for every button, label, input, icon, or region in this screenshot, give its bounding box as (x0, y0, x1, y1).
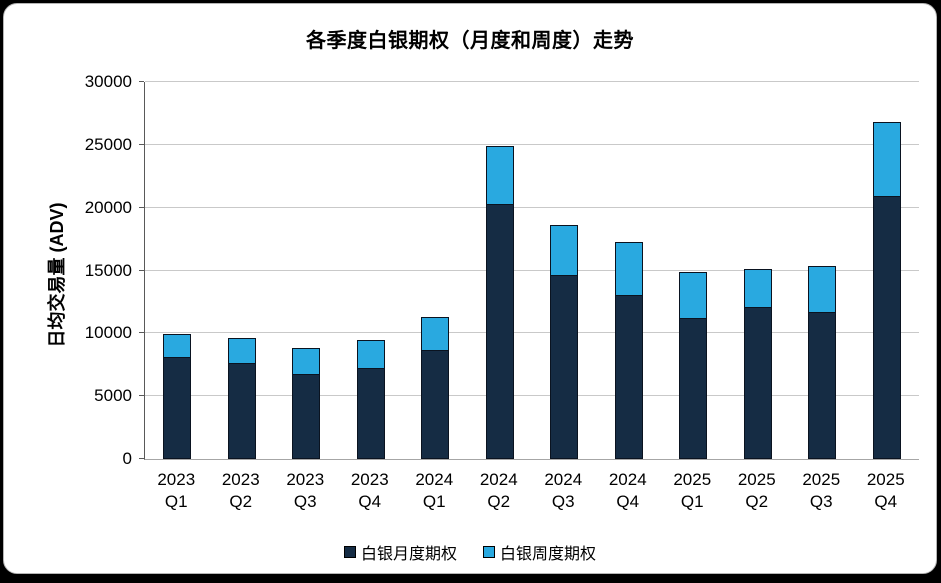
bar-segment-weekly (227, 338, 256, 363)
gridline-15000 (145, 269, 919, 271)
bar-2025-Q4 (855, 82, 920, 459)
bar-2023-Q4 (339, 82, 404, 459)
bar-segment-monthly (679, 318, 708, 459)
y-tick-label-0: 0 (122, 449, 132, 468)
x-axis-labels: 2023 Q1 2023 Q2 2023 Q3 2023 Q4 2024 Q1 2024 … (144, 469, 918, 513)
gridline-10000 (145, 332, 919, 334)
y-tick-mark-5000 (139, 395, 144, 397)
x-tick-label-2023-Q4: 2023 Q4 (350, 470, 389, 511)
y-tick-mark-15000 (139, 269, 144, 271)
bar-2023-Q2 (210, 82, 275, 459)
bar-segment-weekly (614, 242, 643, 295)
bar-segment-weekly (743, 269, 772, 307)
bar-segment-monthly (421, 350, 450, 459)
plot-area (139, 81, 919, 460)
legend-item-monthly: 白银月度期权 (343, 540, 457, 564)
bar-segment-monthly (227, 363, 256, 459)
bar-segment-weekly (679, 272, 708, 318)
bar-segment-weekly (550, 225, 579, 275)
legend-item-weekly: 白银周度期权 (483, 540, 596, 564)
bar-2024-Q4 (597, 82, 662, 459)
y-tick-label-30000: 30000 (84, 72, 132, 91)
chart-panel: 各季度白银期权（月度和周度）走势 日均交易量 (ADV) 0 5000 10000 1… (3, 3, 937, 574)
x-tick-label-2025-Q3: 2025 Q3 (802, 470, 841, 511)
legend-swatch-monthly-icon (343, 546, 356, 558)
gridline-30000 (145, 81, 919, 82)
bar-2025-Q3 (790, 82, 855, 459)
bar-segment-monthly (872, 196, 901, 459)
bar-segment-monthly (550, 275, 579, 459)
bar-2024-Q2 (468, 82, 533, 459)
gridline-5000 (145, 395, 919, 397)
x-tick-label-2025-Q2: 2025 Q2 (737, 470, 776, 511)
x-tick-label-2024-Q3: 2024 Q3 (544, 470, 583, 511)
gridline-25000 (145, 143, 919, 145)
bar-segment-monthly (808, 312, 837, 459)
y-tick-label-15000: 15000 (84, 260, 132, 280)
bar-2023-Q1 (145, 82, 210, 459)
x-tick-label-2024-Q4: 2024 Q4 (608, 470, 647, 511)
bar-2024-Q3 (532, 82, 597, 459)
y-tick-label-5000: 5000 (94, 386, 132, 406)
bar-segment-monthly (163, 357, 192, 459)
legend-label-weekly: 白银周度期权 (500, 546, 597, 563)
y-tick-label-10000: 10000 (84, 323, 132, 343)
bar-segment-monthly (292, 374, 321, 459)
x-tick-label-2023-Q1: 2023 Q1 (157, 470, 196, 511)
bar-segment-monthly (356, 368, 385, 459)
x-tick-label-2023-Q3: 2023 Q3 (286, 470, 325, 511)
x-tick-label-2023-Q2: 2023 Q2 (221, 470, 260, 511)
bar-segment-weekly (356, 340, 385, 368)
bar-segment-weekly (485, 146, 514, 204)
bar-segment-monthly (743, 307, 772, 459)
bar-2024-Q1 (403, 82, 468, 459)
y-tick-mark-0 (139, 458, 144, 459)
y-tick-mark-25000 (139, 143, 144, 145)
bar-2023-Q3 (274, 82, 339, 459)
bar-segment-weekly (163, 334, 192, 357)
chart-title: 各季度白银期权（月度和周度）走势 (306, 30, 634, 52)
bar-segment-weekly (808, 266, 837, 312)
bar-segment-monthly (485, 204, 514, 459)
x-tick-label-2025-Q1: 2025 Q1 (673, 470, 712, 511)
x-tick-label-2024-Q2: 2024 Q2 (479, 470, 518, 511)
legend-swatch-weekly-icon (483, 546, 495, 558)
y-tick-mark-30000 (139, 81, 144, 82)
bar-2025-Q1 (661, 82, 726, 459)
y-tick-mark-10000 (139, 332, 144, 334)
bars-container (145, 82, 919, 459)
bar-segment-weekly (292, 348, 321, 374)
x-tick-label-2024-Q1: 2024 Q1 (415, 470, 454, 511)
bar-segment-weekly (872, 122, 901, 196)
bar-2025-Q2 (726, 82, 791, 459)
y-tick-label-25000: 25000 (84, 134, 132, 154)
y-tick-label-20000: 20000 (84, 197, 132, 217)
legend: 白银月度期权 白银周度期权 (4, 540, 936, 564)
legend-label-monthly: 白银月度期权 (360, 546, 457, 563)
bar-segment-monthly (614, 295, 643, 459)
y-tick-mark-20000 (139, 206, 144, 208)
bar-segment-weekly (421, 317, 450, 350)
gridline-20000 (145, 206, 919, 208)
x-tick-label-2025-Q4: 2025 Q4 (866, 470, 905, 511)
